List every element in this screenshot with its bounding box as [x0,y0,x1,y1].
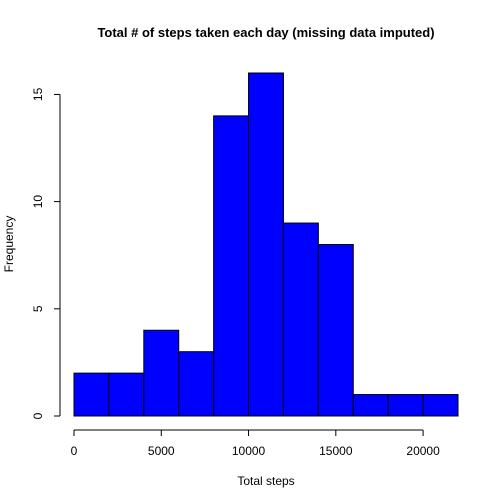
chart-title: Total # of steps taken each day (missing… [97,25,434,40]
x-axis: 0 5000 10000 15000 20000 [71,429,440,458]
x-tick-label-10000: 10000 [232,444,266,458]
bar-3 [178,351,215,417]
y-tick-label-15: 15 [31,87,45,101]
x-tick-label-20000: 20000 [406,444,440,458]
y-tick-label-10: 10 [31,195,45,209]
bar-6 [282,222,319,417]
bar-0 [73,372,110,417]
y-tick-label-0: 0 [31,412,45,419]
y-axis-label: Frequency [2,216,16,273]
bar-9 [387,394,424,417]
bar-7 [317,244,354,417]
y-axis: 0 5 10 15 [31,87,61,419]
bar-8 [352,394,389,417]
bar-4 [213,115,250,417]
y-tick-label-5: 5 [31,305,45,312]
x-tick-label-0: 0 [71,444,78,458]
x-tick-label-15000: 15000 [319,444,353,458]
x-axis-label: Total steps [237,474,294,488]
bar-2 [143,329,180,417]
bar-1 [108,372,145,417]
bar-5 [248,72,284,417]
x-tick-label-5000: 5000 [148,444,175,458]
bar-10 [422,394,459,417]
bars-group [73,72,459,417]
